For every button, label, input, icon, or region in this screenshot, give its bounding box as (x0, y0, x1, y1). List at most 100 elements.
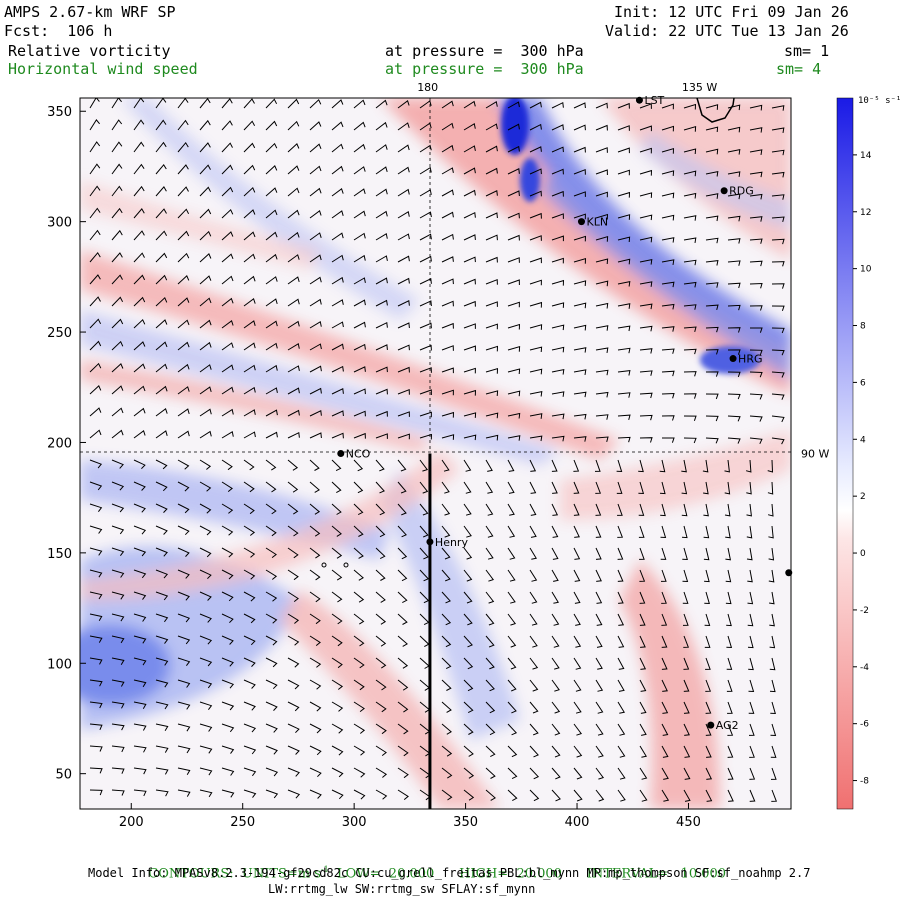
wind-barb (727, 371, 741, 378)
wind-barb (705, 393, 719, 400)
wind-barb (331, 121, 344, 131)
wind-barb (419, 503, 429, 516)
wind-barb (221, 231, 234, 241)
wind-barb (309, 591, 321, 603)
wind-barb (551, 391, 565, 397)
wind-barb (639, 657, 647, 670)
wind-barb (353, 635, 365, 647)
wind-barb (177, 252, 190, 263)
wind-barb (485, 390, 499, 396)
wind-barb (725, 547, 732, 561)
wind-barb (573, 591, 581, 604)
wind-barb (705, 104, 719, 110)
wind-barb (133, 274, 146, 285)
wind-barb (331, 767, 344, 778)
wind-barb (265, 547, 277, 558)
wind-barb (375, 503, 386, 516)
wind-barb (768, 569, 775, 583)
wind-barb (661, 370, 675, 377)
wind-barb (419, 481, 429, 494)
wind-barb (705, 701, 712, 714)
wind-barb (287, 365, 300, 373)
wind-barb (111, 547, 125, 556)
field2-name: Horizontal wind speed (8, 60, 198, 78)
wind-barb (287, 254, 300, 263)
wind-barb (507, 679, 517, 692)
wind-barb (309, 789, 322, 799)
wind-barb (309, 343, 322, 351)
wind-barb (660, 525, 667, 539)
wind-barb (616, 459, 623, 473)
wind-barb (419, 255, 432, 263)
wind-barb (639, 723, 647, 736)
station-dot (337, 450, 345, 457)
wind-barb (353, 366, 366, 373)
wind-barb (287, 187, 300, 197)
wind-barb (749, 437, 763, 445)
wind-barb (331, 591, 343, 603)
wind-barb (703, 503, 709, 517)
wind-barb (660, 547, 667, 560)
wind-barb (595, 701, 604, 714)
wind-barb (661, 415, 675, 421)
wind-barb (199, 613, 212, 623)
wind-barb (243, 701, 256, 711)
wind-barb (573, 302, 587, 309)
wind-barb (746, 481, 752, 495)
wind-barb (331, 635, 343, 647)
wind-barb (375, 525, 386, 538)
wind-barb (331, 547, 343, 559)
wind-barb (221, 547, 234, 558)
wind-barb (133, 547, 147, 557)
wind-barb (111, 635, 125, 644)
wind-barb (309, 679, 322, 690)
wind-barb (133, 767, 147, 775)
wind-barb (375, 210, 388, 219)
wind-barb (419, 459, 429, 472)
wind-barb (767, 481, 774, 495)
wind-barb (595, 723, 604, 736)
wind-barb (221, 275, 234, 285)
wind-barb (726, 657, 733, 670)
wind-barb (485, 591, 495, 604)
wind-barb (133, 363, 146, 373)
wind-barb (749, 260, 763, 267)
wind-barb (89, 481, 103, 491)
wind-barb (243, 320, 256, 329)
wind-barb (375, 613, 387, 625)
wind-barb (463, 300, 476, 307)
wind-barb (177, 767, 191, 776)
wind-barb (111, 296, 124, 307)
wind-barb (529, 591, 538, 604)
station-label: KLN (586, 216, 608, 229)
wind-barb (463, 412, 477, 418)
wind-barb (529, 657, 539, 670)
wind-barb (155, 186, 167, 197)
wind-barb (199, 503, 212, 514)
wind-barb (507, 168, 520, 175)
wind-barb (199, 386, 212, 395)
wind-barb (397, 211, 410, 219)
wind-barb (419, 322, 432, 329)
wind-barb (199, 701, 213, 710)
wind-barb (485, 101, 498, 109)
wind-barb (661, 613, 668, 626)
wind-barb (573, 213, 586, 220)
wind-barb (287, 569, 299, 581)
wind-barb (551, 235, 564, 242)
wind-barb (331, 701, 344, 712)
wind-barb (595, 191, 608, 198)
wind-barb (177, 275, 190, 285)
wind-barb (243, 569, 256, 580)
wind-barb (375, 701, 387, 713)
longitude-label: 90 W (801, 448, 829, 461)
wind-barb (573, 168, 586, 175)
wind-barb (375, 410, 388, 417)
wind-barb (419, 569, 430, 582)
wind-barb (177, 408, 190, 417)
wind-barb (375, 299, 388, 307)
wind-barb (639, 679, 647, 692)
wind-barb (682, 547, 688, 561)
wind-barb (111, 459, 124, 469)
